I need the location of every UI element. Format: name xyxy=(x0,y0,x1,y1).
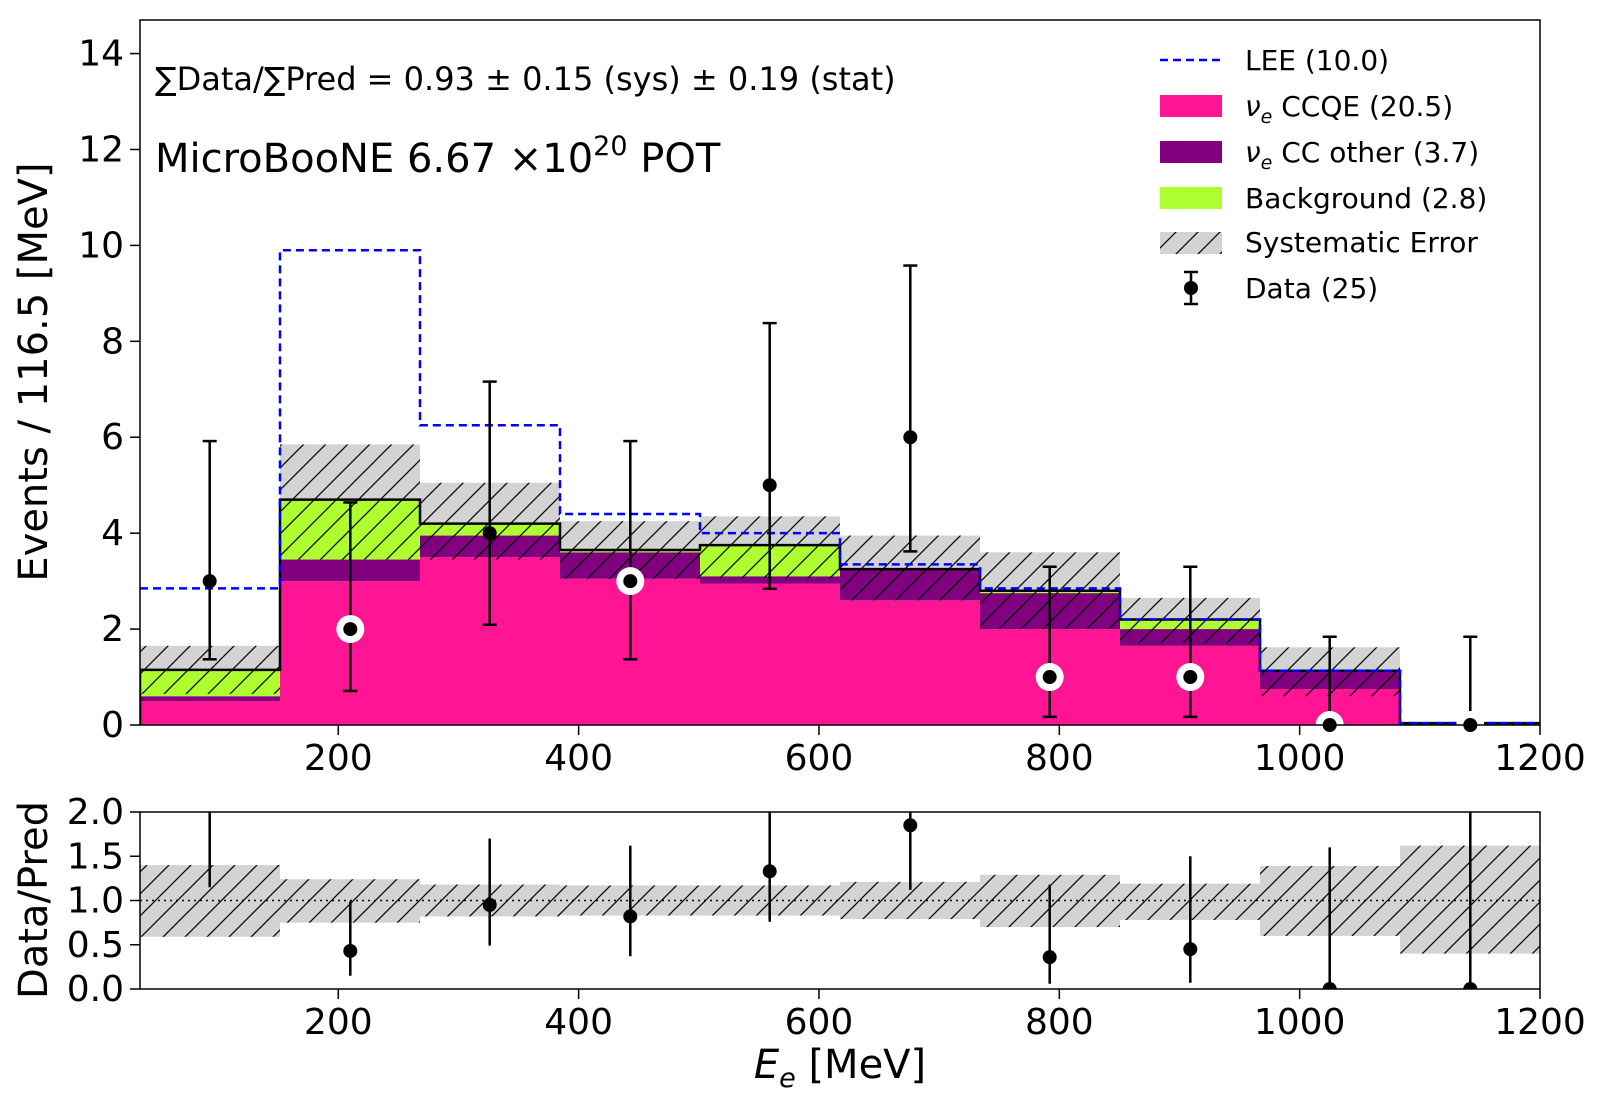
ratio-axes: 0.00.51.01.52.0 200 400 600 800 1000 1200 xyxy=(67,792,1586,1043)
main-x-tick-label-5: 1200 xyxy=(1494,738,1586,779)
experiment-text-prefix: MicroBooNE 6.67 ×10 xyxy=(155,136,593,182)
legend-swatch-systematic-hatch xyxy=(1160,232,1222,254)
legend-label-data: Data (25) xyxy=(1245,272,1378,305)
ratio-x-tick-label-5: 1200 xyxy=(1494,1002,1586,1043)
x-axis-title: Ee [MeV] xyxy=(754,1042,926,1094)
x-axis-title-sub: e xyxy=(779,1063,796,1094)
main-y-tick-label-4: 8 xyxy=(101,321,124,362)
main-axes: 0 2 4 6 8 10 12 14 200 400 600 800 1000 1200 xyxy=(78,34,1586,779)
ratio-y-axis-title: Data/Pred xyxy=(11,801,57,999)
ratio-marker-9 xyxy=(1463,982,1478,989)
stack-bar-0-0 xyxy=(140,701,280,725)
x-axis-title-rest: [MeV] xyxy=(796,1042,926,1088)
legend-label-cc-other-rest: CC other (3.7) xyxy=(1272,136,1479,169)
main-y-tick-label-2: 4 xyxy=(101,513,124,554)
legend-label-ccqe-rest: CCQE (20.5) xyxy=(1272,90,1453,123)
legend-label-lee: LEE (10.0) xyxy=(1245,44,1389,77)
ratio-x-tick-label-2: 600 xyxy=(785,1002,854,1043)
data-marker-1 xyxy=(343,622,358,637)
main-x-tick-label-1: 400 xyxy=(544,738,613,779)
ratio-x-tick-label-0: 200 xyxy=(304,1002,373,1043)
stack-bar-0-5 xyxy=(840,600,980,725)
legend-label-cc-other-main: ν xyxy=(1245,136,1261,169)
legend-swatch-background xyxy=(1160,187,1222,209)
ratio-marker-5 xyxy=(903,818,918,833)
ratio-x-tick-label-4: 1000 xyxy=(1254,1002,1346,1043)
data-marker-5 xyxy=(903,430,918,445)
ratio-marker-2 xyxy=(482,897,497,912)
main-y-axis-title: Events / 116.5 [MeV] xyxy=(11,162,57,581)
data-marker-2 xyxy=(482,526,497,541)
ratio-x-tick-label-3: 800 xyxy=(1025,1002,1094,1043)
ratio-y-tick-label-4: 2.0 xyxy=(67,792,124,833)
main-x-tick-label-3: 800 xyxy=(1025,738,1094,779)
main-y-tick-label-0: 0 xyxy=(101,705,124,746)
legend-label-ccqe-main: ν xyxy=(1245,90,1261,123)
legend-label-cc-other: νe CC other (3.7) xyxy=(1245,136,1479,174)
ratio-x-tick-label-1: 400 xyxy=(544,1002,613,1043)
data-marker-4 xyxy=(762,478,777,493)
data-marker-3 xyxy=(623,574,638,589)
ratio-marker-1 xyxy=(343,943,358,958)
main-y-tick-label-3: 6 xyxy=(101,417,124,458)
legend-swatch-ccqe xyxy=(1160,95,1222,117)
data-points xyxy=(202,264,1485,739)
ratio-y-tick-label-1: 0.5 xyxy=(67,925,124,966)
ratio-points xyxy=(203,752,1478,989)
main-x-tick-label-2: 600 xyxy=(785,738,854,779)
ratio-summary-text: ∑Data/∑Pred = 0.93 ± 0.15 (sys) ± 0.19 (… xyxy=(155,60,896,98)
ratio-marker-3 xyxy=(623,909,638,924)
main-y-tick-label-5: 10 xyxy=(78,225,124,266)
main-y-tick-label-6: 12 xyxy=(78,129,124,170)
ratio-y-tick-label-0: 0.0 xyxy=(67,969,124,1010)
experiment-text: MicroBooNE 6.67 ×1020 POT xyxy=(155,131,721,182)
legend-swatch-cc-other xyxy=(1160,141,1222,163)
stack-bar-1-0 xyxy=(140,696,280,702)
ratio-marker-6 xyxy=(1042,950,1057,965)
data-marker-7 xyxy=(1183,670,1198,685)
ratio-marker-7 xyxy=(1183,942,1198,957)
main-x-tick-label-0: 200 xyxy=(304,738,373,779)
main-plot-frame xyxy=(139,19,1541,726)
experiment-text-exponent: 20 xyxy=(593,131,627,162)
experiment-text-suffix: POT xyxy=(628,136,721,182)
ratio-marker-4 xyxy=(762,864,777,879)
main-x-tick-label-4: 1000 xyxy=(1254,738,1346,779)
legend-swatch-data-marker xyxy=(1184,281,1198,295)
stack-bar-0-4 xyxy=(700,583,840,725)
legend: LEE (10.0) νe CCQE (20.5) νe CC other (3… xyxy=(1160,44,1487,306)
legend-label-systematic: Systematic Error xyxy=(1245,226,1478,259)
main-y-tick-label-7: 14 xyxy=(78,34,124,75)
main-y-tick-label-1: 2 xyxy=(101,609,124,650)
data-marker-0 xyxy=(202,574,217,589)
legend-label-background: Background (2.8) xyxy=(1245,182,1487,215)
legend-label-ccqe: νe CCQE (20.5) xyxy=(1245,90,1453,128)
ratio-marker-8 xyxy=(1322,982,1337,989)
legend-label-ccqe-sub: e xyxy=(1261,106,1273,128)
ratio-y-tick-label-3: 1.5 xyxy=(67,836,124,877)
legend-label-cc-other-sub: e xyxy=(1261,152,1273,174)
x-axis-title-main: E xyxy=(754,1042,780,1088)
data-marker-6 xyxy=(1042,670,1057,685)
ratio-marker-0 xyxy=(203,752,217,766)
ratio-y-tick-label-2: 1.0 xyxy=(67,881,124,922)
